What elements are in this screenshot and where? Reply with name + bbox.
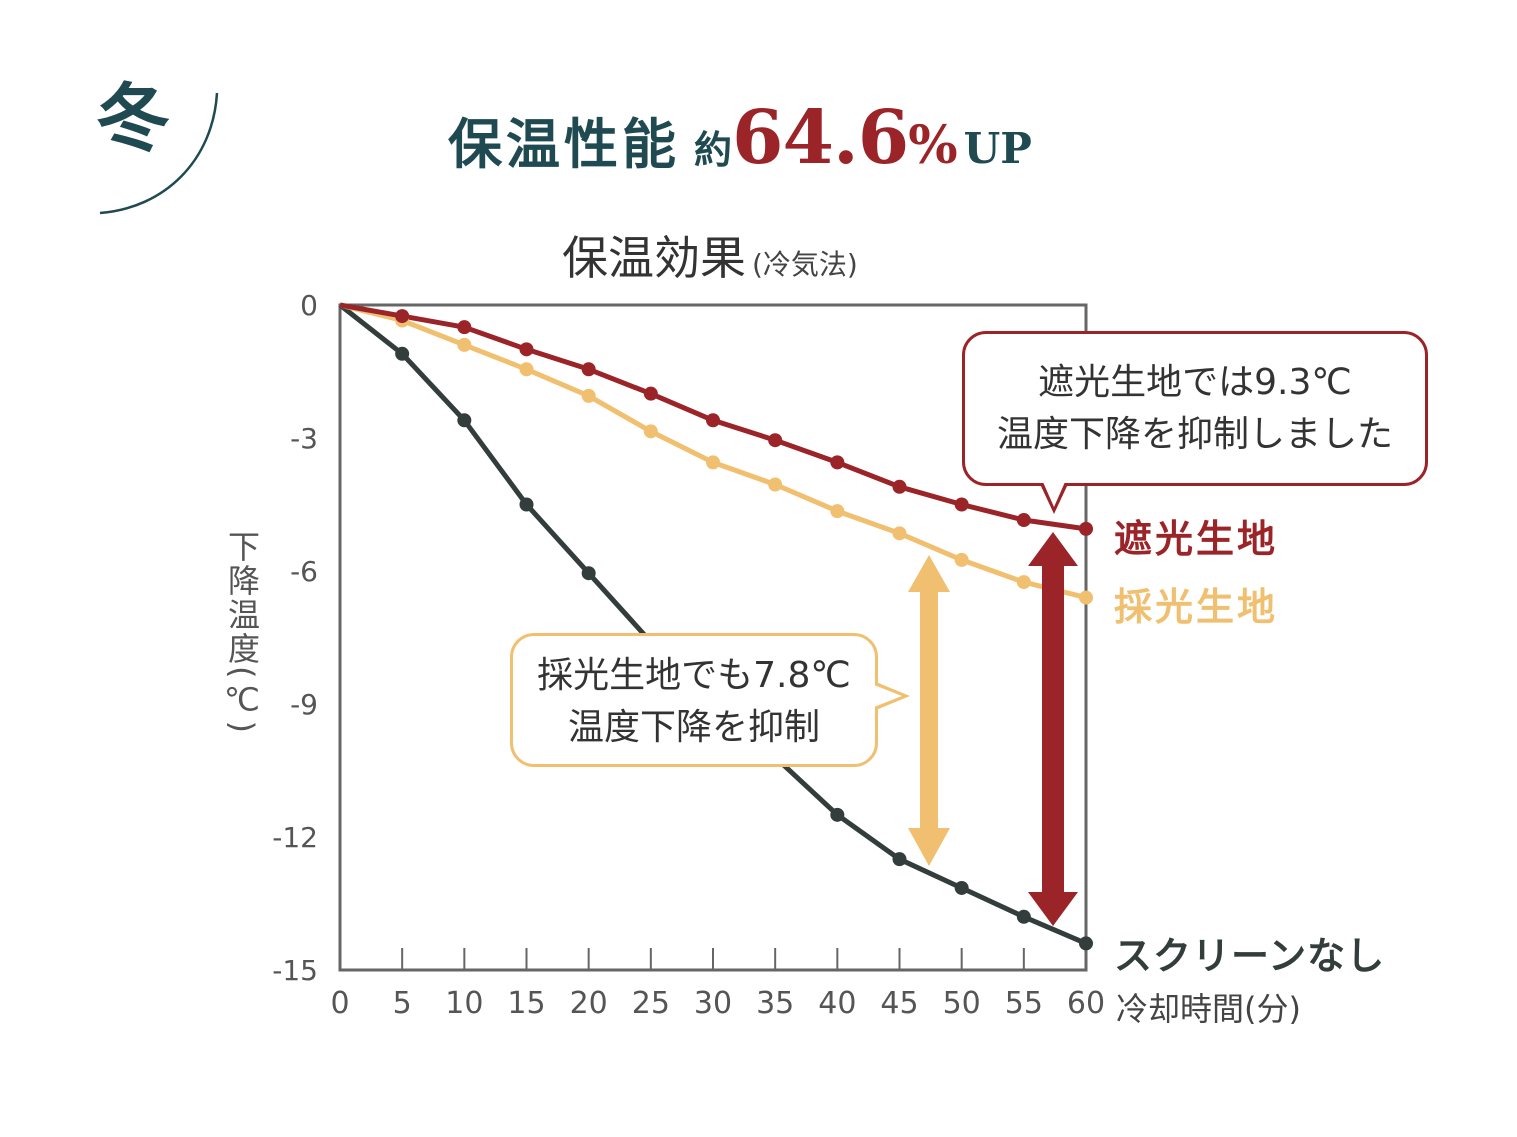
x-tick-label: 40 xyxy=(818,986,856,1021)
data-point-series-1 xyxy=(954,552,969,567)
data-point-series-0 xyxy=(892,479,907,494)
data-point-series-1 xyxy=(768,477,783,492)
data-point-series-0 xyxy=(954,497,969,512)
data-point-series-2 xyxy=(395,346,410,361)
y-axis-label: 下降温度(℃) xyxy=(223,530,261,735)
x-tick-label: 20 xyxy=(570,986,608,1021)
data-point-series-0 xyxy=(706,413,720,428)
data-point-series-0 xyxy=(830,455,845,470)
data-point-series-2 xyxy=(1079,936,1093,951)
series-label-daylight: 採光生地 xyxy=(1114,585,1279,629)
data-point-series-2 xyxy=(830,807,845,822)
data-point-series-0 xyxy=(1016,513,1031,528)
x-tick-label: 55 xyxy=(1005,986,1043,1021)
headline: 保温性能 約64.6% UP xyxy=(448,95,1068,185)
x-tick-label: 45 xyxy=(880,986,918,1021)
x-tick-label: 60 xyxy=(1067,986,1105,1021)
headline-percent: % xyxy=(908,115,958,176)
x-tick-label: 0 xyxy=(330,986,349,1021)
data-point-series-0 xyxy=(519,342,534,357)
data-point-series-1 xyxy=(892,526,907,541)
red-difference-arrow xyxy=(1028,532,1078,926)
y-tick-label: 0 xyxy=(300,289,318,322)
x-tick-label: 25 xyxy=(632,986,670,1021)
data-point-series-2 xyxy=(519,497,534,512)
y-tick-label: -9 xyxy=(290,688,318,721)
data-point-series-2 xyxy=(457,413,472,428)
series-label-shading: 遮光生地 xyxy=(1114,517,1279,561)
y-tick-label: -12 xyxy=(272,821,318,854)
data-point-series-0 xyxy=(395,309,410,324)
data-point-series-0 xyxy=(581,362,596,377)
data-point-series-1 xyxy=(706,455,720,470)
data-point-series-0 xyxy=(768,433,783,448)
x-axis-label: 冷却時間(分) xyxy=(1116,990,1301,1028)
x-tick-label: 5 xyxy=(393,986,412,1021)
headline-value: 64.6 xyxy=(732,95,909,181)
chart-title: 保温効果 (冷気法) xyxy=(562,222,858,288)
callout-red-line-1: 遮光生地では9.3℃ xyxy=(1038,362,1352,403)
headline-up: UP xyxy=(963,124,1032,173)
x-tick-label: 15 xyxy=(507,986,545,1021)
callout-yellow-line-1: 採光生地でも7.8℃ xyxy=(537,655,851,696)
x-tick-label: 10 xyxy=(445,986,483,1021)
data-point-series-1 xyxy=(581,388,596,403)
headline-main: 保温性能 xyxy=(448,112,680,176)
callout-yellow-tail-fill xyxy=(874,685,902,707)
season-label: 冬 xyxy=(96,76,170,162)
data-point-series-1 xyxy=(643,424,658,439)
chart-title-main: 保温効果 xyxy=(562,231,746,285)
x-tick-label: 50 xyxy=(943,986,981,1021)
callout-shading-fabric: 遮光生地では9.3℃ 温度下降を抑制しました xyxy=(962,331,1428,486)
y-tick-label: -15 xyxy=(272,954,318,987)
chart-title-sub: (冷気法) xyxy=(752,248,858,281)
x-tick-label: 35 xyxy=(756,986,794,1021)
series-label-no-screen: スクリーンなし xyxy=(1114,934,1386,978)
y-tick-label: -3 xyxy=(290,422,318,455)
season-arc-decoration xyxy=(99,92,219,215)
y-tick-label: -6 xyxy=(290,555,318,588)
data-point-series-1 xyxy=(830,504,845,519)
data-point-series-0 xyxy=(643,386,658,401)
callout-daylight-fabric: 採光生地でも7.8℃ 温度下降を抑制 xyxy=(510,633,878,767)
data-point-series-0 xyxy=(1079,521,1093,536)
data-point-series-2 xyxy=(954,880,969,895)
data-point-series-1 xyxy=(457,337,472,352)
callout-yellow-line-2: 温度下降を抑制 xyxy=(567,707,820,748)
headline-approx: 約 xyxy=(694,127,733,172)
x-tick-label: 30 xyxy=(694,986,732,1021)
data-point-series-1 xyxy=(1079,590,1093,605)
data-point-series-2 xyxy=(892,852,907,867)
callout-red-tail-fill xyxy=(1043,482,1065,507)
data-point-series-1 xyxy=(1016,575,1031,590)
data-point-series-2 xyxy=(1016,909,1031,924)
callout-red-line-2: 温度下降を抑制しました xyxy=(996,414,1393,455)
data-point-series-0 xyxy=(457,320,472,335)
yellow-difference-arrow xyxy=(908,555,950,866)
data-point-series-1 xyxy=(519,362,534,377)
data-point-series-2 xyxy=(581,566,596,581)
